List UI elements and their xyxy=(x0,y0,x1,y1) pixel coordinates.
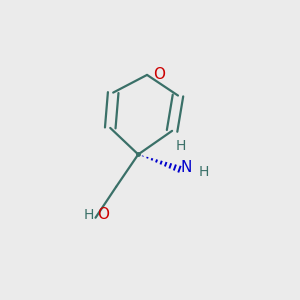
Text: H: H xyxy=(176,139,186,153)
Text: H: H xyxy=(84,208,94,222)
Text: O: O xyxy=(97,207,109,222)
Text: N: N xyxy=(181,160,192,175)
Text: H: H xyxy=(199,165,209,179)
Text: O: O xyxy=(153,68,165,82)
